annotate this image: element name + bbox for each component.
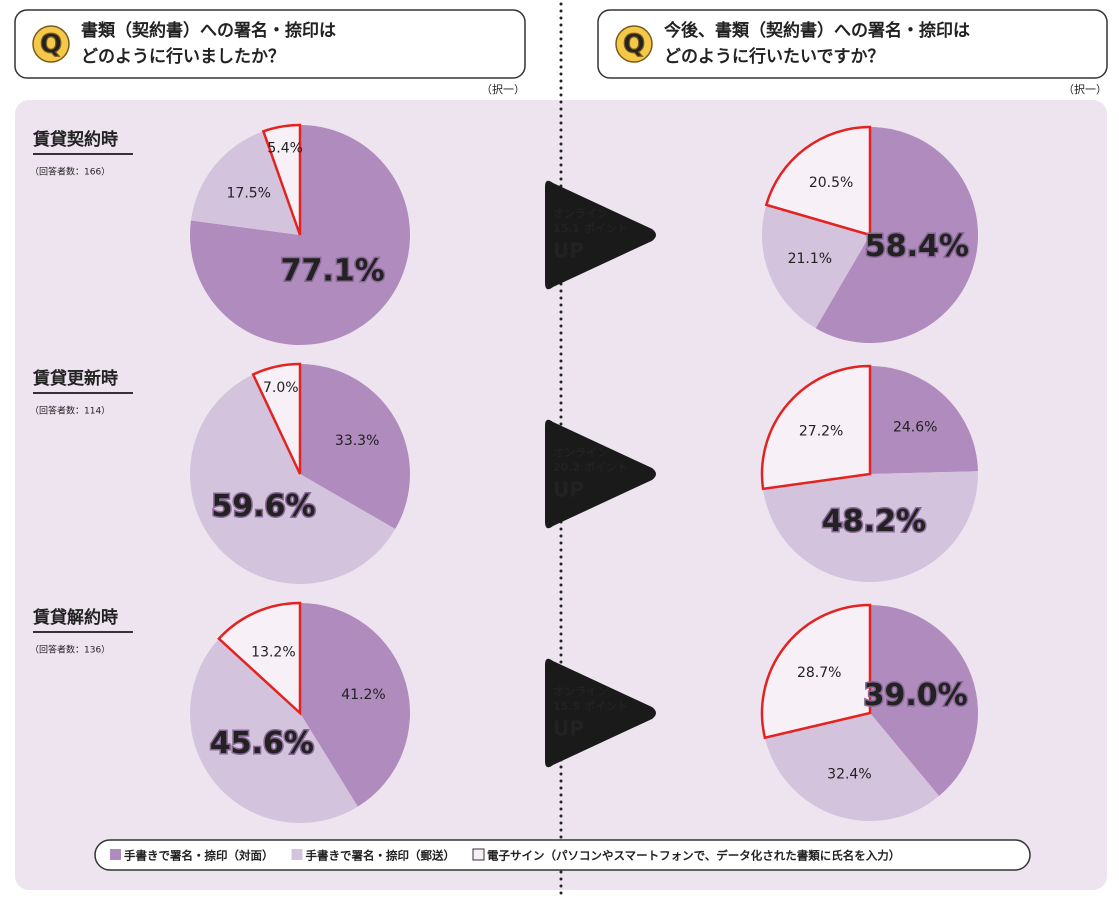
arrow-text: オンライン [553, 207, 608, 220]
arrow [545, 419, 656, 529]
value-label: 20.5% [809, 175, 853, 191]
q-icon-bg [615, 25, 653, 63]
arrow-text: 20.2 ポイント [553, 460, 628, 474]
question-text: どのように行いたいですか？ [664, 46, 885, 67]
value-label: 39.0% [864, 678, 968, 713]
q-icon: Q [40, 30, 62, 60]
value-label: 5.4% [267, 140, 303, 156]
pie-slice [870, 366, 978, 474]
pie-slice [190, 638, 358, 823]
note: （択一） [1063, 82, 1107, 96]
legend-swatch [472, 848, 485, 861]
value-label: 21.1% [788, 251, 832, 267]
pie-slice [764, 713, 940, 821]
arrow-text: UP [553, 717, 584, 741]
pie-slice [815, 127, 978, 343]
pie-slice [764, 125, 872, 237]
arrow [545, 658, 656, 768]
row-label: 賃貸更新時 [32, 368, 118, 389]
value-label: 28.7% [797, 665, 841, 681]
value-label: 41.2% [341, 687, 385, 703]
pie-slice [261, 123, 302, 236]
legend-label: 電子サイン（パソコンやスマートフォンで、データ化された書類に氏名を入力） [487, 849, 900, 863]
legend-swatch [291, 849, 303, 860]
value-label: 58.4% [865, 229, 969, 264]
arrow-text: 15.1 ポイント [553, 221, 628, 235]
row-label: 賃貸契約時 [32, 129, 118, 150]
value-label: 17.5% [227, 185, 271, 201]
question-text: どのように行いましたか？ [81, 46, 285, 67]
respondents: （回答者数：136） [30, 644, 110, 656]
arrow-text: オンライン [553, 685, 608, 698]
pie-slice [760, 603, 872, 740]
value-label: 77.1% [281, 254, 385, 289]
pie-slice [761, 204, 870, 329]
value-label: 24.6% [893, 420, 937, 436]
question-text: 書類（契約書）への署名・捺印は [81, 20, 336, 41]
legend-box [94, 839, 1031, 871]
question-box [14, 9, 526, 79]
legend-label: 手書きで署名・捺印（郵送） [306, 849, 456, 863]
value-label: 59.6% [212, 489, 316, 524]
pie-slice [300, 364, 410, 529]
arrow [545, 180, 656, 290]
question-text: 今後、書類（契約書）への署名・捺印は [664, 20, 970, 41]
pie-slice [300, 603, 410, 807]
pie-slice [870, 604, 979, 797]
arrow-text: UP [553, 239, 584, 263]
arrow-text: 15.5 ポイント [553, 699, 628, 713]
value-label: 13.2% [251, 645, 295, 661]
arrow-text: オンライン [553, 446, 608, 459]
pie-slice [189, 374, 396, 584]
pie-slice [190, 131, 300, 235]
pie-slice [251, 362, 302, 475]
value-label: 7.0% [263, 380, 299, 396]
value-label: 45.6% [210, 726, 314, 761]
question-box [597, 9, 1108, 79]
legend-swatch [110, 849, 121, 860]
value-label: 33.3% [335, 433, 379, 449]
respondents: （回答者数：114） [30, 405, 110, 417]
q-icon: Q [623, 30, 645, 60]
pie-slice [760, 364, 872, 491]
arrow-text: UP [553, 478, 584, 502]
value-label: 48.2% [822, 504, 926, 539]
respondents: （回答者数：166） [30, 166, 110, 178]
q-icon-bg [32, 25, 70, 63]
note: （択一） [481, 82, 525, 96]
row-label: 賃貸解約時 [32, 607, 118, 628]
pie-slice [217, 601, 302, 716]
pie-slice [763, 471, 978, 582]
value-label: 27.2% [799, 423, 843, 439]
value-label: 32.4% [827, 766, 871, 782]
legend-label: 手書きで署名・捺印（対面） [124, 849, 274, 863]
